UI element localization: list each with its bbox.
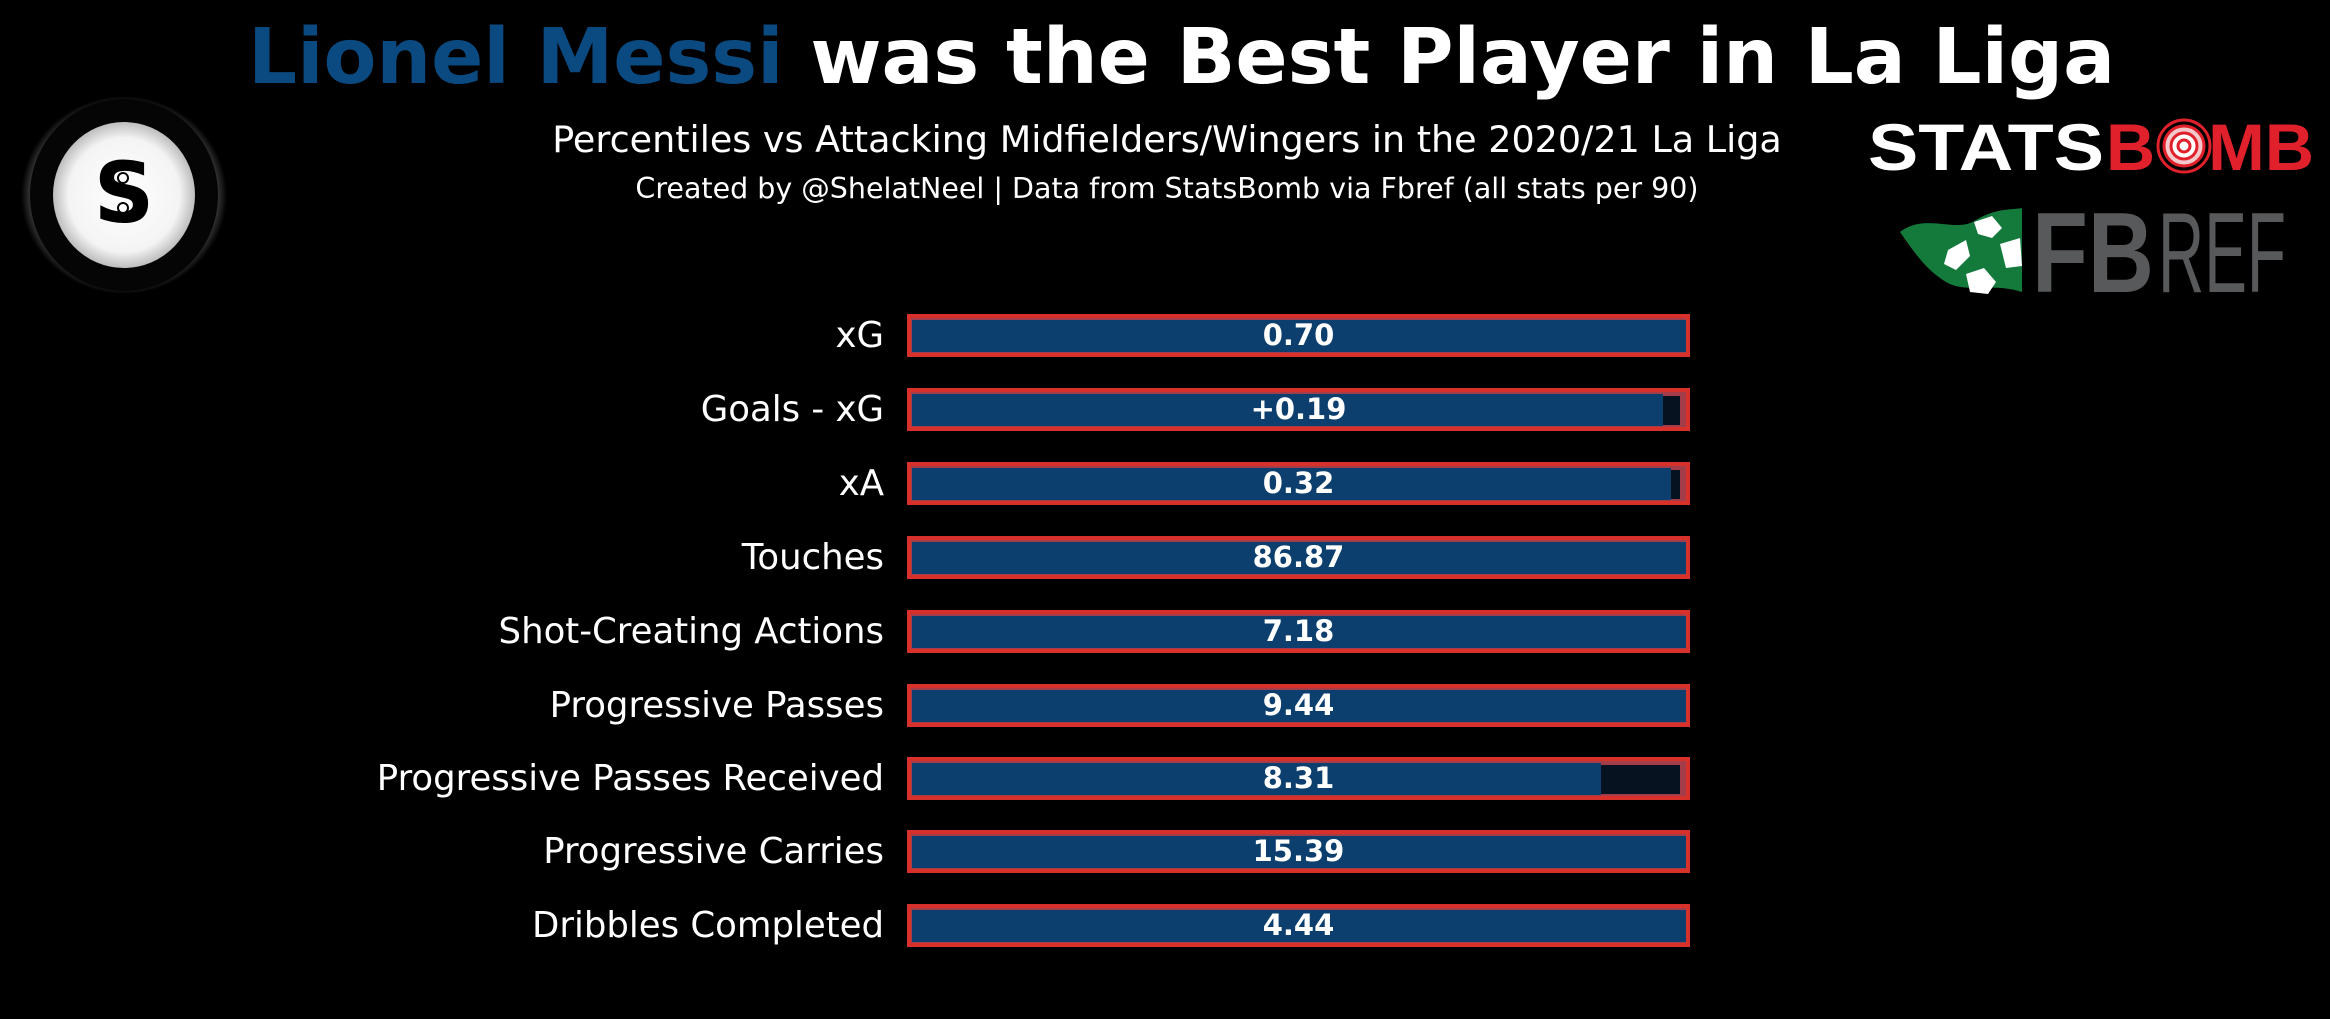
- bar-value: 0.70: [1262, 318, 1335, 352]
- chart-row-progressive-carries: Progressive Carries 15.39: [0, 830, 2330, 874]
- bar-frame: [907, 830, 1690, 873]
- bar-value: +0.19: [1250, 392, 1347, 426]
- row-label: Goals - xG: [700, 389, 884, 430]
- bar-fill: [912, 690, 1686, 722]
- bar-value: 15.39: [1252, 834, 1345, 868]
- title-player-name: Lionel Messi: [248, 13, 784, 102]
- credit-text: Created by @ShelatNeel | Data from Stats…: [635, 172, 1699, 205]
- subtitle-text: Percentiles vs Attacking Midfielders/Win…: [552, 118, 1782, 161]
- bar-value: 9.44: [1262, 688, 1335, 722]
- bar-frame: [907, 462, 1690, 505]
- bar-fill: [912, 836, 1686, 868]
- bar-fill: [912, 910, 1686, 942]
- bar-fill: [912, 320, 1686, 352]
- soccer-ball-icon: [1944, 216, 2022, 294]
- chart-row-dribbles-completed: Dribbles Completed 4.44: [0, 904, 2330, 948]
- row-label: Dribbles Completed: [532, 905, 884, 946]
- chart-row-xg: xG 0.70: [0, 314, 2330, 358]
- svg-text:STATS: STATS: [1868, 116, 2104, 178]
- chart-subtitle: Percentiles vs Attacking Midfielders/Win…: [0, 116, 2330, 164]
- row-label: Shot-Creating Actions: [498, 611, 884, 652]
- chart-row-shot-creating-actions: Shot-Creating Actions 7.18: [0, 610, 2330, 654]
- bar-frame: [907, 536, 1690, 579]
- bar-frame: [907, 610, 1690, 653]
- svg-text:REF: REF: [2158, 204, 2286, 296]
- bar-value: 4.44: [1262, 908, 1335, 942]
- svg-text:S: S: [94, 144, 155, 242]
- row-label: xA: [838, 463, 884, 504]
- bar-fill: [912, 468, 1671, 500]
- bar-fill: [912, 763, 1601, 795]
- bar-fill: [912, 394, 1663, 426]
- title-rest: was the Best Player in La Liga: [783, 13, 2116, 102]
- bar-frame: [907, 684, 1690, 727]
- chart-row-progressive-passes: Progressive Passes 9.44: [0, 684, 2330, 728]
- bar-frame: [907, 388, 1690, 431]
- bar-frame: [907, 314, 1690, 357]
- bar-frame: [907, 757, 1690, 800]
- chart-row-progressive-passes-received: Progressive Passes Received 8.31: [0, 757, 2330, 801]
- author-logo-icon: S: [20, 95, 228, 295]
- chart-credit: Created by @ShelatNeel | Data from Stats…: [0, 170, 2330, 208]
- bar-value: 8.31: [1262, 761, 1335, 795]
- row-label: xG: [835, 315, 884, 356]
- row-label: Touches: [741, 537, 884, 578]
- bar-fill: [912, 616, 1686, 648]
- row-label: Progressive Passes: [549, 685, 884, 726]
- chart-row-xa: xA 0.32: [0, 462, 2330, 506]
- bar-frame: [907, 904, 1690, 947]
- chart-row-touches: Touches 86.87: [0, 536, 2330, 580]
- statsbomb-target-icon: [2156, 118, 2212, 174]
- chart-row-goals-minus-xg: Goals - xG +0.19: [0, 388, 2330, 432]
- bar-value: 86.87: [1252, 540, 1345, 574]
- bar-value: 7.18: [1262, 614, 1335, 648]
- bar-value: 0.32: [1262, 466, 1335, 500]
- row-label: Progressive Passes Received: [376, 758, 884, 799]
- fbref-logo: FB REF: [1896, 190, 2296, 317]
- svg-text:FB: FB: [2032, 204, 2154, 296]
- statsbomb-logo: STATS BOMB: [1868, 110, 2318, 184]
- row-label: Progressive Carries: [543, 831, 884, 872]
- bar-fill: [912, 542, 1686, 574]
